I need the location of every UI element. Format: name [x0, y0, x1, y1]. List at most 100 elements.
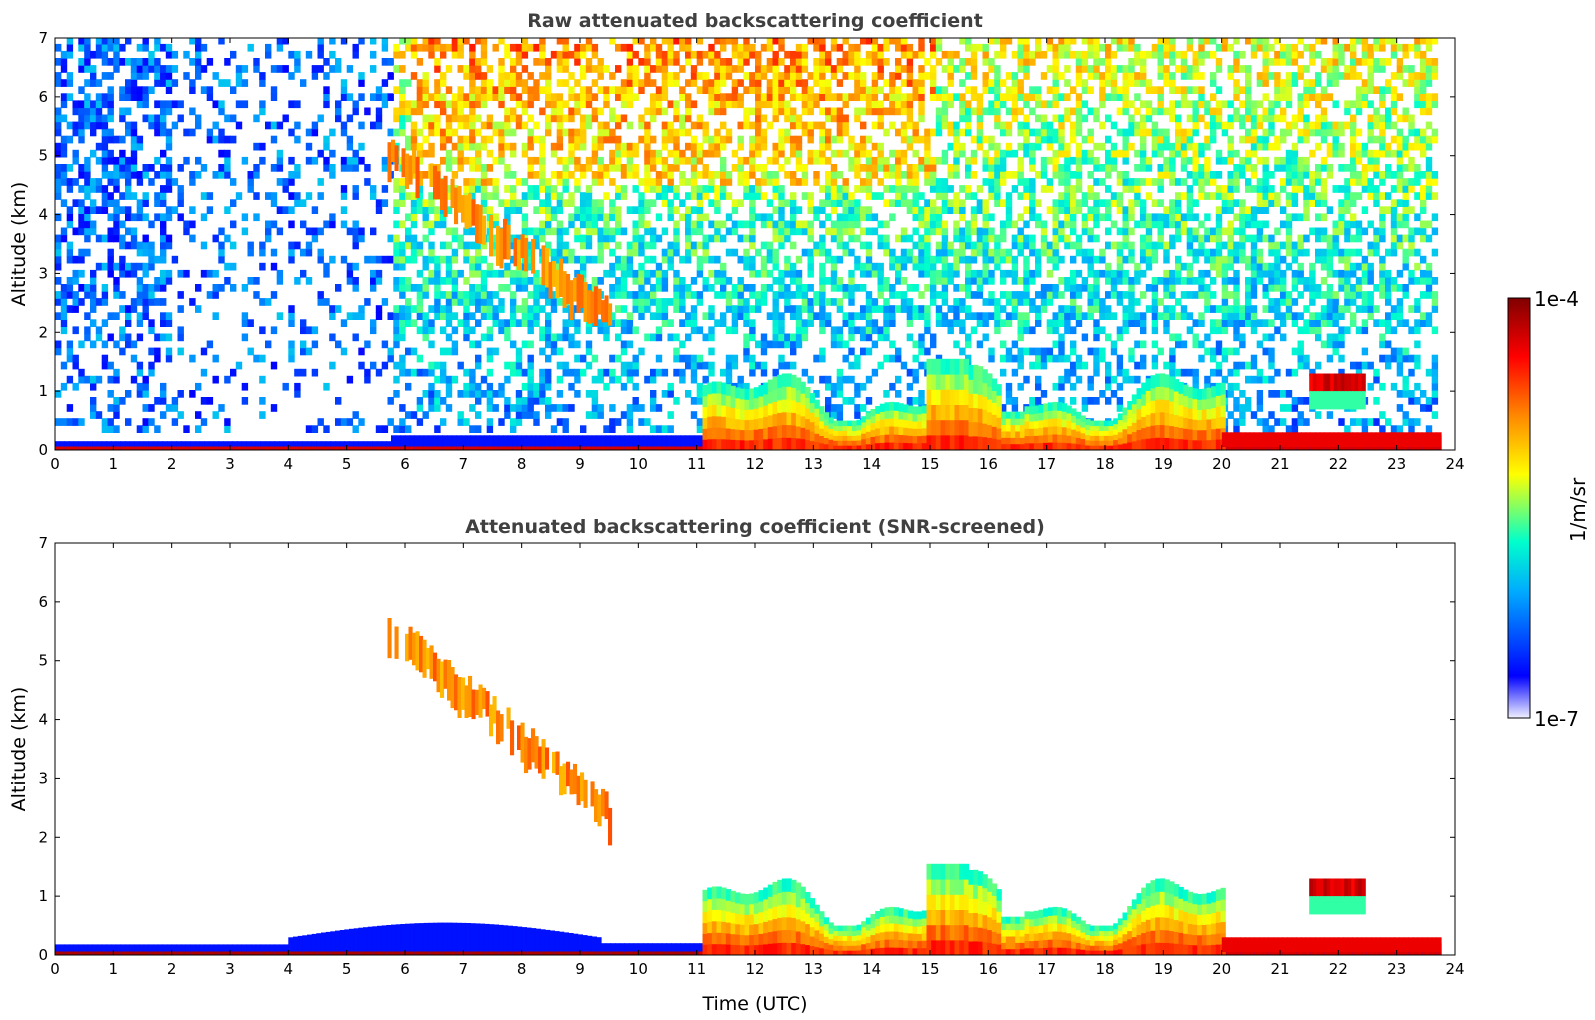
noise-cell	[772, 65, 779, 73]
noise-cell	[860, 142, 867, 151]
noise-cell	[1081, 114, 1089, 123]
noise-cell	[848, 277, 855, 285]
noise-cell	[510, 305, 517, 313]
noise-cell	[924, 312, 931, 320]
noise-cell	[994, 185, 1001, 193]
noise-cell	[1017, 192, 1024, 200]
noise-cell	[784, 340, 791, 349]
noise-cell	[930, 284, 937, 292]
noise-cell	[883, 234, 890, 243]
noise-cell	[218, 164, 225, 172]
noise-cell	[994, 171, 1001, 179]
noise-cell	[655, 86, 663, 94]
noise-cell	[1029, 93, 1036, 101]
noise-cell	[1046, 354, 1054, 363]
noise-cell	[294, 368, 301, 377]
noise-cell	[1070, 269, 1077, 278]
noise-cell	[527, 277, 534, 285]
noise-cell	[690, 411, 698, 419]
noise-cell	[113, 185, 120, 193]
noise-cell	[136, 312, 144, 320]
noise-cell	[918, 164, 925, 172]
noise-cell	[702, 213, 709, 222]
noise-cell	[988, 213, 995, 222]
noise-cell	[772, 368, 779, 377]
noise-cell	[1064, 234, 1071, 243]
noise-cell	[632, 368, 639, 377]
noise-cell	[842, 319, 849, 327]
noise-cell	[148, 319, 155, 327]
noise-cell	[615, 255, 622, 264]
noise-cell	[550, 142, 558, 151]
noise-cell	[755, 178, 762, 186]
noise-cell	[825, 135, 832, 144]
noise-cell	[790, 149, 797, 158]
noise-cell	[1081, 65, 1089, 73]
noise-cell	[370, 277, 377, 285]
noise-cell	[1070, 361, 1077, 370]
noise-cell	[212, 291, 219, 299]
noise-cell	[772, 305, 779, 313]
noise-cell	[317, 418, 324, 426]
noise-cell	[375, 277, 383, 285]
noise-cell	[1116, 269, 1124, 278]
noise-cell	[953, 284, 960, 292]
noise-cell	[160, 284, 167, 292]
noise-cell	[819, 347, 826, 356]
noise-cell	[574, 340, 581, 349]
noise-cell	[410, 347, 418, 356]
noise-cell	[778, 340, 785, 349]
noise-cell	[784, 50, 791, 59]
noise-cell	[1029, 156, 1036, 165]
noise-cell	[416, 192, 424, 200]
noise-cell	[422, 312, 429, 320]
noise-cell	[300, 347, 307, 356]
noise-cell	[580, 171, 587, 179]
noise-cell	[632, 38, 639, 45]
noise-cell	[562, 326, 569, 335]
noise-cell	[778, 220, 785, 229]
noise-cell	[930, 269, 937, 278]
noise-cell	[375, 255, 383, 264]
noise-cell	[1093, 298, 1100, 306]
noise-cell	[865, 93, 873, 101]
noise-cell	[504, 114, 511, 123]
noise-cell	[165, 213, 173, 222]
noise-cell	[428, 368, 435, 377]
noise-cell	[1040, 135, 1048, 144]
noise-cell	[679, 305, 686, 313]
noise-cell	[749, 206, 756, 214]
noise-cell	[1052, 156, 1059, 165]
noise-cell	[1087, 50, 1094, 59]
noise-cell	[160, 79, 167, 87]
noise-cell	[445, 241, 453, 250]
noise-cell	[632, 305, 639, 313]
noise-cell	[527, 114, 534, 123]
noise-cell	[480, 121, 488, 130]
noise-cell	[136, 58, 144, 66]
noise-cell	[760, 298, 768, 306]
noise-cell	[626, 319, 634, 327]
noise-cell	[521, 86, 529, 94]
noise-cell	[259, 262, 266, 271]
noise-cell	[1081, 192, 1089, 200]
noise-cell	[160, 128, 167, 137]
noise-cell	[393, 185, 400, 193]
noise-cell	[358, 93, 365, 101]
noise-cell	[1023, 135, 1030, 144]
noise-cell	[352, 227, 359, 236]
noise-cell	[585, 38, 593, 45]
noise-cell	[165, 72, 173, 80]
noise-cell	[737, 156, 744, 165]
noise-cell	[393, 361, 400, 370]
noise-cell	[725, 277, 733, 285]
noise-cell	[1058, 305, 1065, 313]
noise-cell	[743, 284, 750, 292]
noise-cell	[865, 397, 873, 405]
noise-cell	[1064, 43, 1071, 52]
noise-cell	[935, 128, 943, 137]
noise-cell	[609, 72, 616, 80]
noise-cell	[580, 65, 587, 73]
noise-cell	[469, 284, 476, 292]
noise-cell	[930, 185, 937, 193]
